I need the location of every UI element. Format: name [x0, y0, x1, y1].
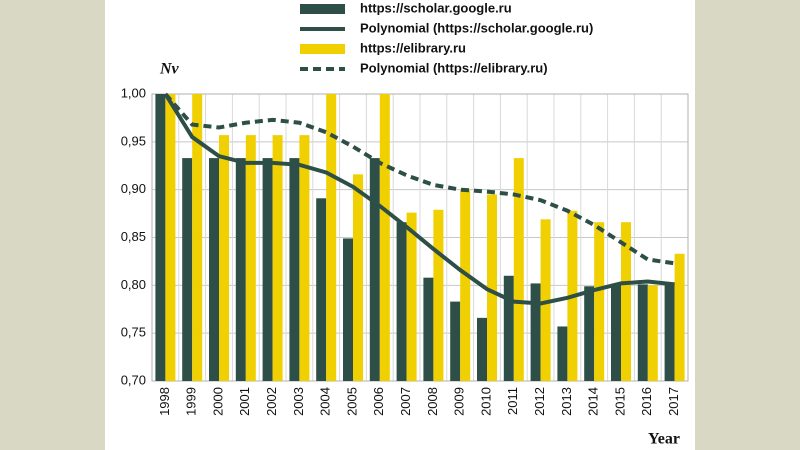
- bar: [647, 285, 658, 381]
- bar: [326, 94, 337, 381]
- x-tick-label: 2002: [264, 387, 279, 416]
- bar: [289, 158, 300, 381]
- bar: [209, 158, 219, 381]
- bar: [343, 238, 353, 381]
- bar: [219, 135, 229, 381]
- y-tick-label: 0,95: [121, 133, 146, 148]
- bar: [621, 222, 631, 381]
- y-tick-label: 0,70: [121, 372, 146, 387]
- bar: [477, 317, 487, 381]
- x-tick-label: 2015: [612, 387, 627, 416]
- legend-label: https://elibrary.ru: [360, 40, 466, 55]
- x-tick-label: 2010: [478, 387, 493, 416]
- bar: [674, 253, 685, 381]
- x-tick-label: 2011: [505, 387, 520, 415]
- plot-border: [151, 93, 689, 382]
- bar: [396, 222, 407, 381]
- x-tick-label: 2004: [318, 387, 333, 416]
- bar: [353, 174, 363, 381]
- bar: [584, 286, 595, 381]
- bar: [192, 94, 203, 381]
- bar: [637, 284, 648, 381]
- bar: [503, 275, 514, 381]
- y-tick-label: 0,75: [121, 325, 146, 340]
- bar: [299, 135, 310, 381]
- bar: [540, 219, 551, 381]
- bar: [369, 158, 380, 381]
- bar: [513, 158, 524, 381]
- bar: [460, 189, 471, 381]
- y-tick-label: 0,85: [121, 229, 146, 244]
- x-axis-label: Year: [648, 431, 680, 448]
- x-tick-label: 2008: [425, 387, 440, 416]
- legend-swatch: [300, 44, 345, 54]
- bar: [487, 194, 497, 381]
- bar: [557, 326, 568, 381]
- y-axis-label: Nv: [159, 61, 180, 78]
- y-tick-label: 0,80: [121, 277, 146, 292]
- y-tick-label: 0,90: [121, 181, 146, 196]
- x-tick-label: 2012: [532, 387, 547, 416]
- bar: [594, 222, 605, 381]
- trend-line: [163, 92, 675, 266]
- y-tick-label: 1,00: [121, 85, 146, 100]
- bar: [450, 301, 461, 381]
- bar: [165, 94, 176, 381]
- bar: [316, 198, 327, 381]
- bar: [262, 158, 273, 381]
- bar: [530, 283, 541, 381]
- bar: [406, 212, 417, 381]
- x-tick-label: 1999: [184, 387, 199, 416]
- x-tick-label: 2014: [586, 387, 601, 416]
- x-tick-label: 2016: [639, 387, 654, 416]
- x-tick-label: 1998: [157, 387, 172, 416]
- x-tick-label: 2009: [452, 387, 467, 416]
- legend-label: Polynomial (https://elibrary.ru): [360, 60, 548, 75]
- legend-label: Polynomial (https://scholar.google.ru): [360, 20, 593, 35]
- bar: [182, 158, 193, 381]
- bar: [245, 135, 256, 381]
- bar: [272, 135, 283, 381]
- x-tick-label: 2017: [666, 387, 681, 416]
- bar: [235, 158, 246, 381]
- bar: [433, 209, 444, 381]
- legend-label: https://scholar.google.ru: [360, 0, 512, 15]
- x-tick-label: 2001: [237, 387, 252, 416]
- x-tick-label: 2006: [371, 387, 386, 416]
- bar: [664, 283, 675, 381]
- bar: [379, 94, 390, 381]
- bar: [423, 277, 434, 381]
- x-tick-label: 2013: [559, 387, 574, 416]
- x-tick-label: 2003: [291, 387, 306, 416]
- x-tick-label: 2007: [398, 387, 413, 416]
- bar: [611, 285, 621, 381]
- trend-line: [163, 92, 675, 306]
- x-tick-label: 2000: [210, 387, 225, 416]
- legend-swatch: [300, 4, 345, 14]
- x-tick-label: 2005: [344, 387, 359, 416]
- bar: [155, 94, 166, 381]
